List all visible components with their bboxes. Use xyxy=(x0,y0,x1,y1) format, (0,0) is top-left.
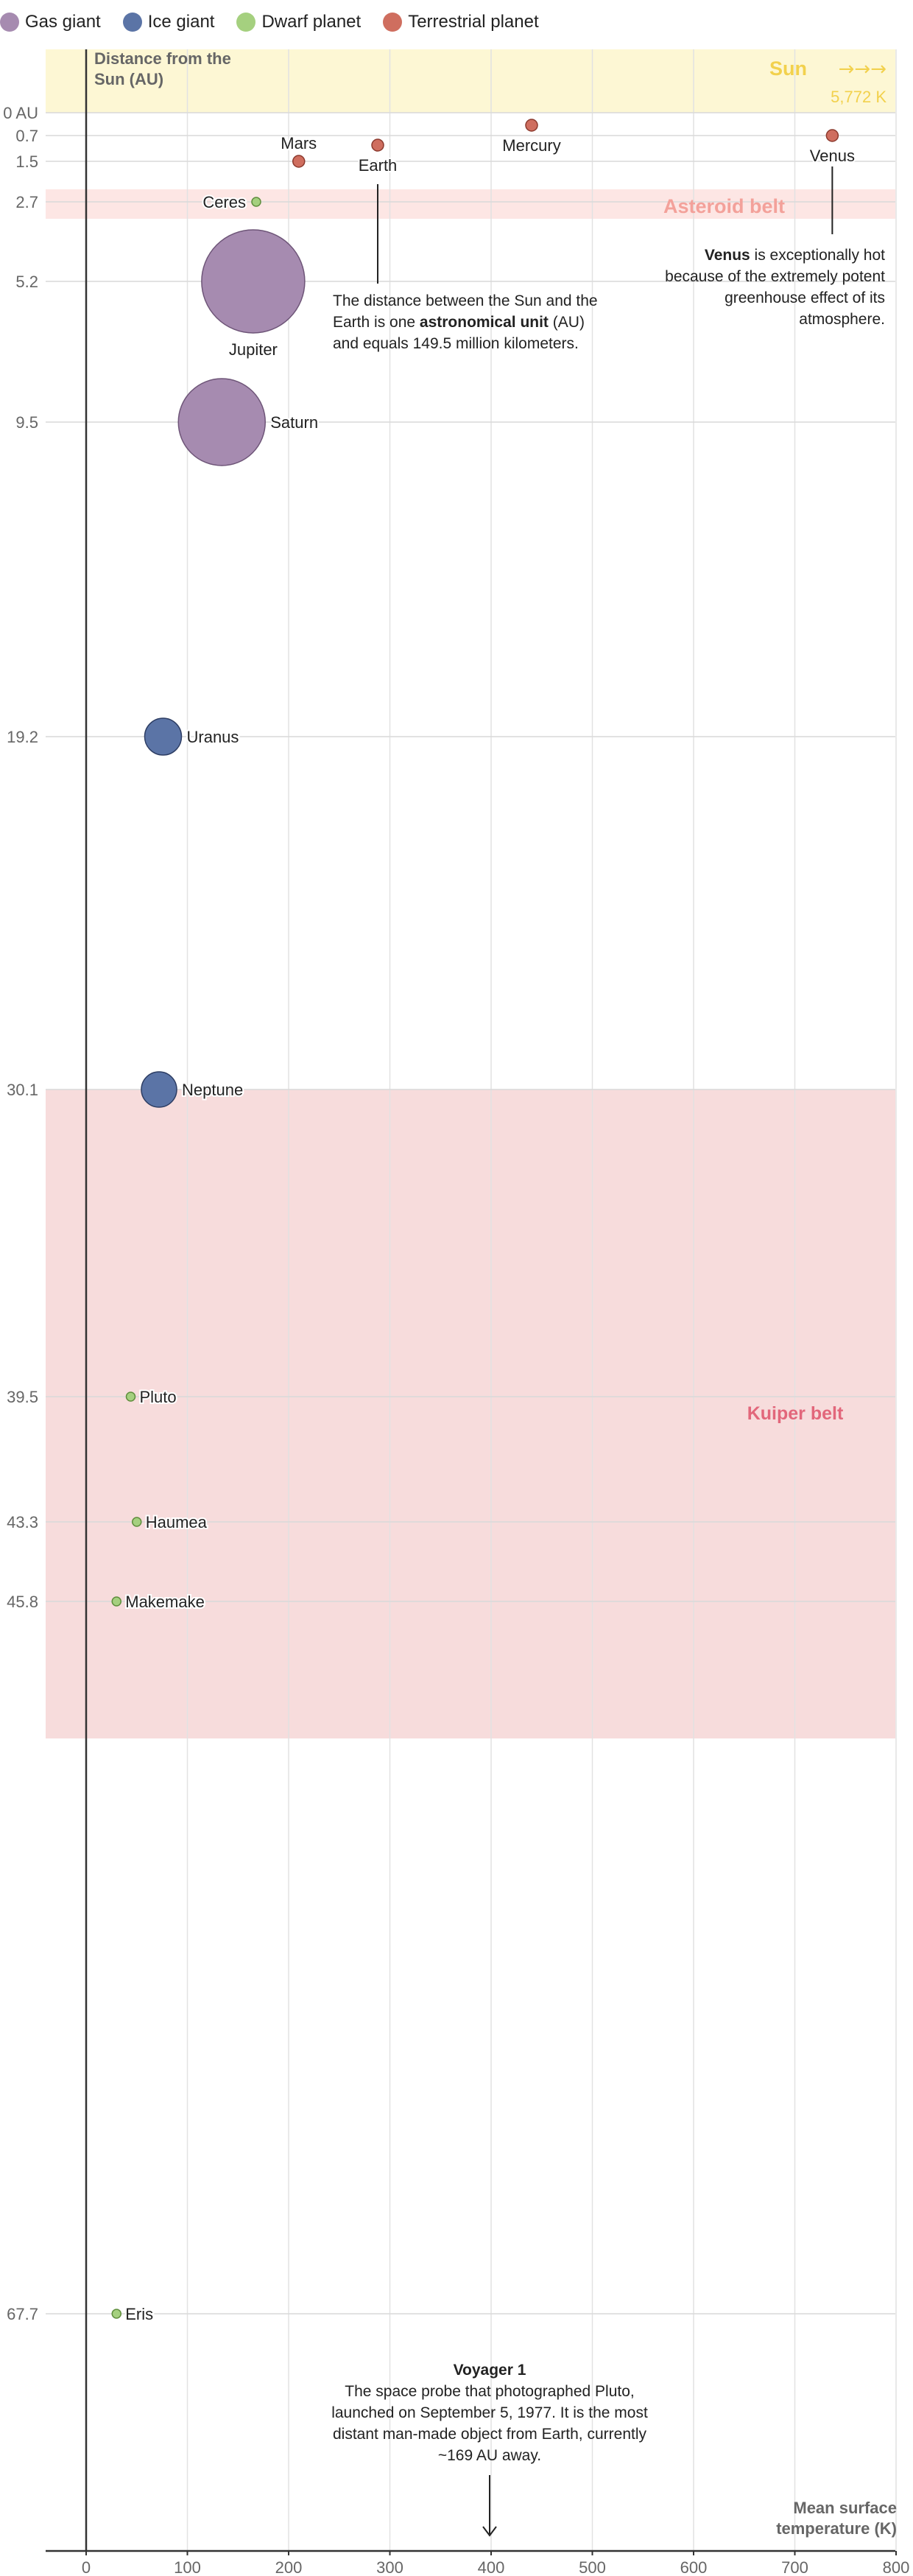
sun-label: Sun xyxy=(769,57,807,80)
x-tick-label: 600 xyxy=(680,2558,708,2576)
legend-swatch xyxy=(122,13,142,32)
voyager-arrow-head xyxy=(482,2526,497,2537)
legend-label: Dwarf planet xyxy=(261,12,362,32)
y-tick-label: 43.3 xyxy=(7,1513,38,1531)
planet-label: Eris xyxy=(125,2305,153,2323)
x-axis-title: Mean surface xyxy=(793,2499,897,2517)
y-tick-label: 5.2 xyxy=(15,273,38,291)
x-tick-label: 200 xyxy=(275,2558,303,2576)
planet-label: Ceres xyxy=(202,193,246,211)
venus-annotation: Venus is exceptionally hot because of th… xyxy=(665,247,885,328)
x-tick-label: 500 xyxy=(579,2558,606,2576)
y-tick-label: 0 AU xyxy=(3,104,38,122)
x-tick-label: 0 xyxy=(82,2558,91,2576)
sun-temperature-label: 5,772 K xyxy=(831,88,886,106)
planet-label: Makemake xyxy=(125,1593,205,1611)
y-tick-label: 39.5 xyxy=(7,1388,38,1406)
planet-label: Mars xyxy=(281,134,317,152)
voyager-title: Voyager 1 xyxy=(453,2362,526,2379)
x-tick-label: 700 xyxy=(781,2558,808,2576)
y-axis-title: Sun (AU) xyxy=(94,70,163,88)
legend-item: Dwarf planet xyxy=(236,12,361,32)
y-tick-label: 0.7 xyxy=(15,127,38,145)
planet-label: Pluto xyxy=(140,1388,177,1406)
planet-point-mars xyxy=(292,155,306,168)
planet-point-mercury xyxy=(525,119,538,132)
planet-point-earth xyxy=(371,138,384,152)
planet-point-uranus xyxy=(144,717,183,756)
legend-label: Terrestrial planet xyxy=(408,12,539,32)
planet-point-ceres xyxy=(251,197,261,207)
planet-point-neptune xyxy=(141,1071,177,1108)
y-axis-title: Distance from the xyxy=(94,49,231,68)
x-axis-title: temperature (K) xyxy=(776,2519,897,2538)
y-tick-label: 30.1 xyxy=(7,1081,38,1099)
y-tick-label: 1.5 xyxy=(15,152,38,171)
legend-item: Gas giant xyxy=(0,12,101,32)
y-tick-label: 9.5 xyxy=(15,413,38,432)
y-tick-label: 45.8 xyxy=(7,1593,38,1611)
x-tick-label: 100 xyxy=(174,2558,201,2576)
legend-label: Gas giant xyxy=(25,12,101,32)
x-tick-label: 800 xyxy=(883,2558,910,2576)
planet-label: Neptune xyxy=(182,1081,243,1099)
kuiper-belt-label: Kuiper belt xyxy=(747,1403,844,1424)
voyager-annotation: Voyager 1 The space probe that photograp… xyxy=(326,2359,653,2466)
planet-point-pluto xyxy=(125,1391,136,1402)
planet-label: Uranus xyxy=(187,728,239,746)
planet-point-makemake xyxy=(111,1596,121,1607)
chart-legend: Gas giant Ice giant Dwarf planet Terrestria… xyxy=(0,7,561,37)
voyager-text: The space probe that photographed Pluto,… xyxy=(331,2383,648,2464)
legend-swatch xyxy=(383,13,403,32)
sun-arrows: →→→ xyxy=(839,58,886,80)
legend-item: Ice giant xyxy=(122,12,215,32)
planet-point-jupiter xyxy=(201,229,306,334)
planet-point-haumea xyxy=(132,1517,142,1527)
planet-point-venus xyxy=(825,129,839,142)
planet-label: Venus xyxy=(810,147,855,165)
legend-label: Ice giant xyxy=(147,12,215,32)
planet-label: Saturn xyxy=(270,413,318,432)
asteroid-belt-label: Asteroid belt xyxy=(663,195,785,217)
planet-label: Jupiter xyxy=(229,340,278,359)
planet-point-saturn xyxy=(177,378,266,466)
legend-swatch xyxy=(236,13,256,32)
y-tick-label: 19.2 xyxy=(7,728,38,746)
planet-label: Earth xyxy=(359,156,398,175)
y-tick-label: 67.7 xyxy=(7,2305,38,2323)
au-annotation: The distance between the Sun and the Ear… xyxy=(333,292,598,352)
x-tick-label: 300 xyxy=(376,2558,403,2576)
planet-label: Haumea xyxy=(146,1513,208,1531)
planet-label: Mercury xyxy=(502,136,560,155)
planet-point-eris xyxy=(111,2309,121,2319)
x-tick-label: 400 xyxy=(478,2558,505,2576)
y-tick-label: 2.7 xyxy=(15,193,38,211)
legend-swatch xyxy=(0,13,19,32)
legend-item: Terrestrial planet xyxy=(383,12,539,32)
